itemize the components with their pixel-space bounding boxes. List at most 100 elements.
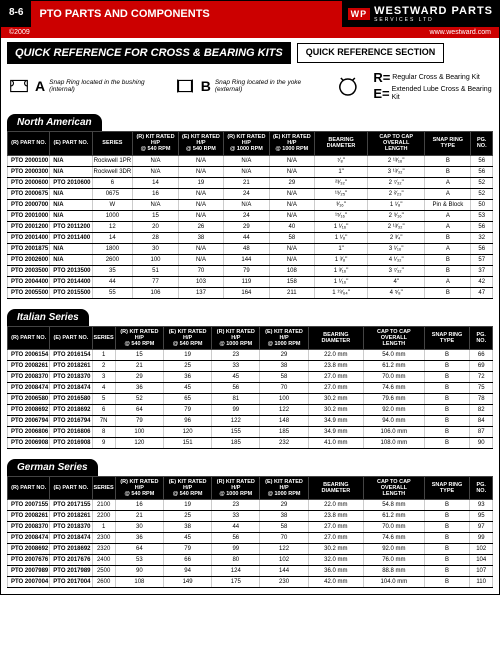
table-cell: 50 [471,199,493,210]
table-cell: 1 [92,349,115,360]
column-header: (E) KIT RATED H/P@ 1000 RPM [260,326,308,349]
table-cell: N/A [50,166,92,177]
table-cell: 175 [212,576,260,587]
table-cell: 92.0 mm [364,404,424,415]
table-row: PTO 2005500PTO 2015500551061371642111 ¹⁹… [8,287,493,298]
table-cell: 74.6 mm [364,532,424,543]
table-cell: 16 [115,499,163,510]
table-cell: PTO 2007155 [8,499,50,510]
table-row: PTO 2008261PTO 201826122002125333823.8 m… [8,510,493,521]
table-cell: 22.0 mm [308,349,364,360]
table-cell: 15 [133,210,179,221]
table-cell: 30 [115,521,163,532]
table-cell: 75 [470,382,493,393]
table-cell: 36 [115,382,163,393]
table-cell: 47 [471,287,493,298]
table-cell: PTO 2001000 [8,210,50,221]
legend-r-letter: R= [373,70,390,86]
table-cell: 2 ⁹⁄₁₆" [368,210,425,221]
table-cell: N/A [50,155,92,166]
table-cell: 34.9 mm [308,426,364,437]
table-cell: N/A [133,155,179,166]
table-cell: 74.6 mm [364,382,424,393]
table-cell: 38 [164,521,212,532]
table-cell: 2200 [92,510,115,521]
table-cell: 88.8 mm [364,565,424,576]
table-cell: PTO 2006580 [8,393,50,404]
table-cell: A [425,210,471,221]
table-cell: 100 [115,426,163,437]
table-cell: 1 ³⁄₈" [315,254,368,265]
table-cell: 70 [260,532,308,543]
table-cell: 90 [115,565,163,576]
table-cell: 41.0 mm [308,437,364,448]
table-cell: N/A [50,188,92,199]
table-cell: N/A [269,155,314,166]
column-header: SNAP RING TYPE [425,132,471,155]
table-row: PTO 2008370PTO 201837013038445827.0 mm70… [8,521,493,532]
table-cell: PTO 2018261 [50,510,92,521]
table-cell: N/A [269,188,314,199]
table-cell: 124 [212,565,260,576]
table-cell: W [92,199,133,210]
table-cell: N/A [50,199,92,210]
table-cell: 93 [470,499,493,510]
copyright-text: ©2009 [9,29,30,36]
table-cell: 9 [92,437,115,448]
legend-a: A Snap Ring located in the bushing (inte… [7,76,163,96]
table-cell: 79 [224,265,270,276]
table-cell: 120 [115,437,163,448]
section-header: Italian Series [7,309,89,326]
table-cell: PTO 2013500 [50,265,92,276]
table-cell: 2 ¹³⁄₃₂" [368,221,425,232]
legend-row: A Snap Ring located in the bushing (inte… [1,68,499,108]
table-cell: 2 [92,360,115,371]
table-cell: PTO 2015500 [50,287,92,298]
table-cell: 99 [212,543,260,554]
table-cell: 100 [133,254,179,265]
table-cell: 45 [164,532,212,543]
column-header: (R) KIT RATED H/P@ 1000 RPM [224,132,270,155]
table-cell: 44 [92,276,133,287]
table-cell: 122 [212,415,260,426]
table-cell: 99 [212,404,260,415]
table-cell: PTO 2018692 [50,543,92,554]
table-cell: PTO 2017676 [50,554,92,565]
snap-ring-external-icon [173,76,197,96]
cross-bearing-icon [332,76,364,96]
table-row: PTO 2006806PTO 2016806810012015518534.9 … [8,426,493,437]
quick-reference-row: QUICK REFERENCE FOR CROSS & BEARING KITS… [1,38,499,68]
table-cell: 19 [178,177,223,188]
table-cell: B [424,576,470,587]
table-row: PTO 2000675N/A067516N/A24N/A¹⁹⁄₂₅"2 ²⁄₂₃… [8,188,493,199]
table-cell: PTO 2017004 [50,576,92,587]
table-cell: ⁷⁄₈" [315,155,368,166]
table-cell: N/A [269,199,314,210]
table-cell: 66 [470,349,493,360]
table-cell: PTO 2010600 [50,177,92,188]
legend-a-text: Snap Ring located in the bushing (intern… [49,79,163,93]
table-cell: 24 [224,210,270,221]
table-cell: 2600 [92,254,133,265]
table-cell: 19 [164,499,212,510]
table-cell: PTO 2017155 [50,499,92,510]
table-cell: 3 ¹³⁄₃₂" [368,166,425,177]
table-cell: PTO 2017989 [50,565,92,576]
table-cell: 33 [212,360,260,371]
column-header: (E) PART NO. [50,326,92,349]
table-cell: 6 [92,177,133,188]
table-cell: 52 [471,188,493,199]
table-row: PTO 2008474PTO 201847443645567027.0 mm74… [8,382,493,393]
table-cell: PTO 2007004 [8,576,50,587]
column-header: (R) KIT RATED H/P@ 540 RPM [115,326,163,349]
table-cell: PTO 2000675 [8,188,50,199]
table-cell: 48 [224,243,270,254]
quick-reference-title: QUICK REFERENCE FOR CROSS & BEARING KITS [7,42,291,64]
table-cell: 30 [133,243,179,254]
table-cell: 79.6 mm [364,393,424,404]
table-cell: 20 [133,221,179,232]
table-row: PTO 2008692PTO 2018692664799912230.2 mm9… [8,404,493,415]
table-cell: 90 [470,437,493,448]
table-cell: 61.2 mm [364,510,424,521]
table-cell: 27.0 mm [308,532,364,543]
